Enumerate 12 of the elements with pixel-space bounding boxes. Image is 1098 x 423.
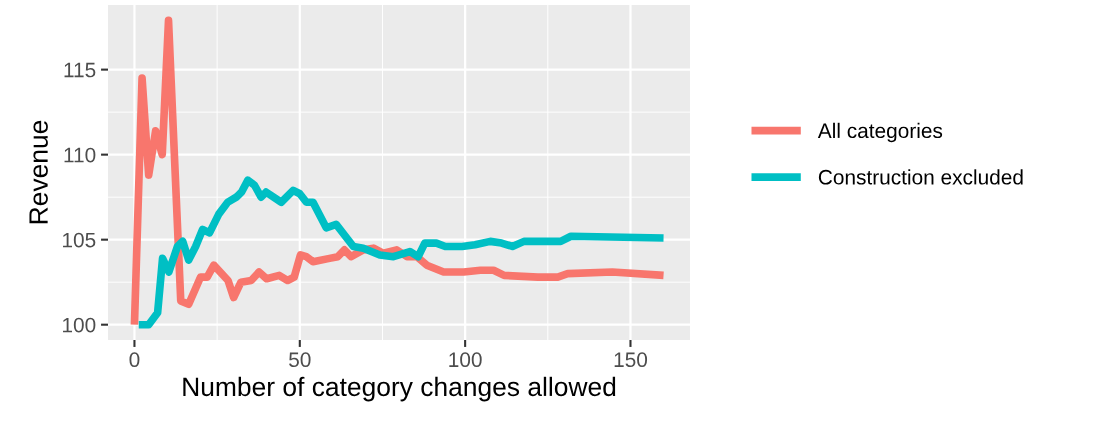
y-axis-title: Revenue bbox=[29, 120, 48, 224]
x-tick-label: 0 bbox=[129, 352, 140, 368]
y-tick-label: 110 bbox=[64, 147, 96, 163]
x-tick-label: 100 bbox=[449, 352, 482, 368]
x-tick-label: 150 bbox=[614, 352, 648, 368]
x-axis-title: Number of category changes allowed bbox=[183, 376, 616, 402]
y-tick-label: 115 bbox=[64, 62, 96, 78]
y-tick-label: 100 bbox=[63, 317, 96, 333]
legend-label: Construction excluded bbox=[818, 169, 1023, 185]
legend-label: All categories bbox=[817, 122, 943, 143]
x-tick-label: 50 bbox=[289, 352, 311, 368]
y-tick-label: 105 bbox=[63, 232, 96, 248]
